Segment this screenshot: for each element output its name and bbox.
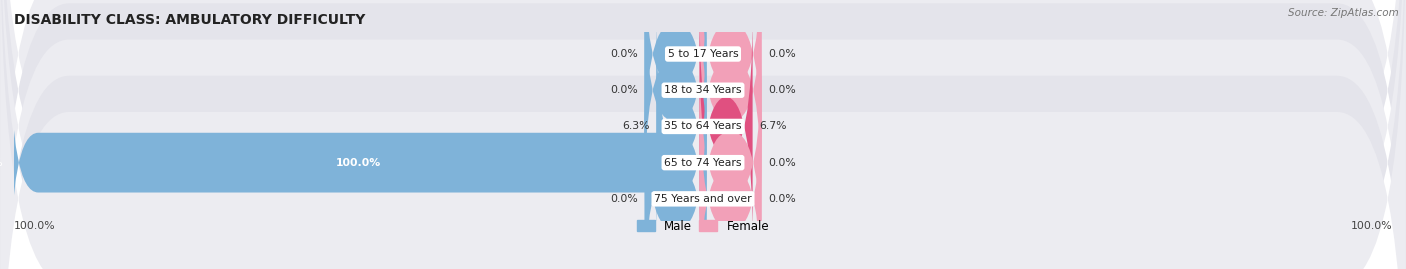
FancyBboxPatch shape [644,84,706,269]
Text: 65 to 74 Years: 65 to 74 Years [664,158,742,168]
FancyBboxPatch shape [700,0,762,169]
Text: 18 to 34 Years: 18 to 34 Years [664,85,742,95]
Text: 0.0%: 0.0% [610,194,637,204]
FancyBboxPatch shape [11,48,706,269]
Text: 6.7%: 6.7% [759,121,787,132]
FancyBboxPatch shape [657,12,706,241]
Text: 0.0%: 0.0% [769,85,796,95]
Text: 0.0%: 0.0% [769,49,796,59]
Legend: Male, Female: Male, Female [633,215,773,237]
Text: 100.0%: 100.0% [0,158,4,168]
Text: 75 Years and over: 75 Years and over [654,194,752,204]
FancyBboxPatch shape [644,0,706,205]
FancyBboxPatch shape [700,48,762,269]
FancyBboxPatch shape [700,0,762,205]
Text: 6.3%: 6.3% [621,121,650,132]
Text: 100.0%: 100.0% [14,221,56,231]
FancyBboxPatch shape [644,0,706,169]
Text: 100.0%: 100.0% [1350,221,1392,231]
Text: Source: ZipAtlas.com: Source: ZipAtlas.com [1288,8,1399,18]
Text: 0.0%: 0.0% [769,158,796,168]
FancyBboxPatch shape [700,84,762,269]
Text: 100.0%: 100.0% [336,158,381,168]
FancyBboxPatch shape [700,12,752,241]
Text: 35 to 64 Years: 35 to 64 Years [664,121,742,132]
Text: 5 to 17 Years: 5 to 17 Years [668,49,738,59]
Text: 0.0%: 0.0% [610,85,637,95]
Text: DISABILITY CLASS: AMBULATORY DIFFICULTY: DISABILITY CLASS: AMBULATORY DIFFICULTY [14,13,366,27]
Text: 0.0%: 0.0% [610,49,637,59]
Text: 0.0%: 0.0% [769,194,796,204]
